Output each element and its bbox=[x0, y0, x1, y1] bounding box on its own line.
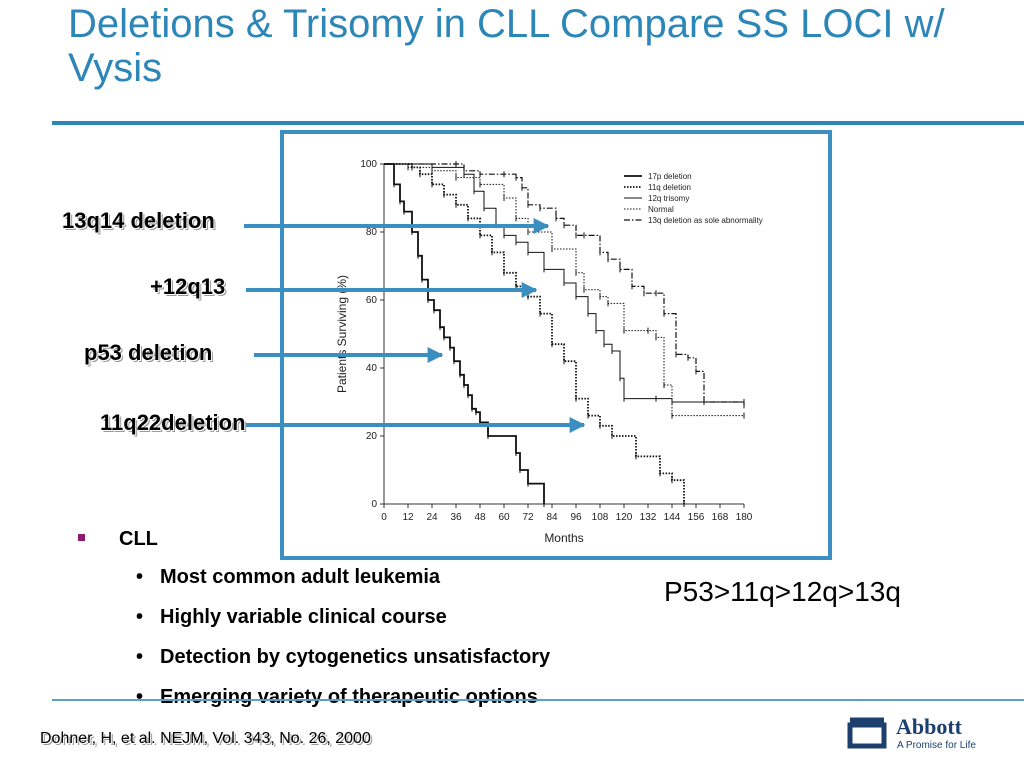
callout-12q13: +12q13 bbox=[150, 274, 226, 299]
x-tick-label: 0 bbox=[381, 512, 387, 523]
bullet-cll-label: CLL bbox=[119, 528, 158, 550]
sub-bullet-item: • Detection by cytogenetics unsatisfactor… bbox=[136, 644, 550, 684]
x-tick-label: 84 bbox=[546, 512, 558, 523]
legend-label: 13q deletion as sole abnormality bbox=[648, 216, 763, 225]
logo-tagline: A Promise for Life bbox=[897, 740, 976, 751]
sub-bullet-text: Most common adult leukemia bbox=[160, 566, 441, 588]
sub-bullet-item: • Highly variable clinical course bbox=[136, 604, 550, 644]
x-tick-label: 168 bbox=[712, 512, 729, 523]
sub-bullet-item: • Most common adult leukemia bbox=[136, 564, 550, 604]
legend-label: 11q deletion bbox=[648, 183, 691, 192]
callout-p53-deletion: p53 deletion bbox=[84, 340, 213, 365]
series-line-12q-trisomy bbox=[384, 163, 744, 403]
title-divider bbox=[52, 121, 1024, 125]
chart-frame: 0 12 24 36 48 60 72 84 96 108 120 132 144 156 168 180 0 2… bbox=[280, 130, 832, 560]
y-tick-label: 80 bbox=[366, 227, 378, 238]
x-axis-label: Months bbox=[544, 531, 583, 545]
x-tick-label: 24 bbox=[426, 512, 438, 523]
legend-label: Normal bbox=[648, 205, 674, 214]
callout-11q22-deletion: 11q22deletion bbox=[100, 410, 246, 435]
series-line-11q-deletion bbox=[384, 163, 685, 504]
x-tick-label: 36 bbox=[450, 512, 462, 523]
x-tick-label: 96 bbox=[570, 512, 582, 523]
y-tick-label: 0 bbox=[371, 499, 377, 510]
series-line-17p-deletion bbox=[384, 163, 545, 504]
y-tick-label: 40 bbox=[366, 363, 378, 374]
x-tick-label: 180 bbox=[736, 512, 753, 523]
dot-bullet-icon: • bbox=[136, 646, 144, 668]
bullet-cll: CLL bbox=[78, 528, 158, 551]
sub-bullet-list: • Most common adult leukemia • Highly vari… bbox=[136, 564, 550, 724]
x-tick-label: 144 bbox=[664, 512, 681, 523]
x-tick-label: 108 bbox=[592, 512, 609, 523]
citation: Dohner, H, et al. NEJM, Vol. 343, No. 26… bbox=[40, 730, 371, 747]
dot-bullet-icon: • bbox=[136, 606, 144, 628]
abbott-logo-icon bbox=[847, 717, 887, 749]
x-tick-label: 132 bbox=[640, 512, 657, 523]
sub-bullet-text: Detection by cytogenetics unsatisfactory bbox=[160, 646, 551, 668]
abbott-logo: Abbott A Promise for Life bbox=[846, 714, 996, 754]
square-bullet-icon bbox=[78, 534, 85, 541]
footer-divider bbox=[52, 699, 1024, 701]
survival-chart: 0 12 24 36 48 60 72 84 96 108 120 132 144 156 168 180 0 2… bbox=[335, 159, 763, 545]
y-tick-label: 20 bbox=[366, 431, 378, 442]
x-tick-label: 72 bbox=[522, 512, 534, 523]
x-tick-label: 12 bbox=[402, 512, 414, 523]
dot-bullet-icon: • bbox=[136, 686, 144, 708]
x-tick-label: 156 bbox=[688, 512, 705, 523]
sub-bullet-text: Highly variable clinical course bbox=[160, 606, 447, 628]
x-tick-label: 48 bbox=[474, 512, 486, 523]
callout-13q14-deletion: 13q14 deletion bbox=[62, 208, 215, 233]
y-tick-label: 100 bbox=[360, 159, 377, 170]
slide-title: Deletions & Trisomy in CLL Compare SS LO… bbox=[68, 2, 945, 90]
y-axis-label: Patients Surviving (%) bbox=[335, 275, 349, 393]
legend-label: 12q trisomy bbox=[648, 194, 689, 203]
x-tick-label: 60 bbox=[498, 512, 510, 523]
y-tick-label: 60 bbox=[366, 295, 378, 306]
dot-bullet-icon: • bbox=[136, 566, 144, 588]
legend-label: 17p deletion bbox=[648, 172, 692, 181]
x-tick-label: 120 bbox=[616, 512, 633, 523]
logo-wordmark: Abbott bbox=[896, 714, 963, 739]
axis-lines bbox=[383, 164, 744, 505]
sub-bullet-text: Emerging variety of therapeutic options bbox=[160, 686, 538, 708]
sub-bullet-item: • Emerging variety of therapeutic options bbox=[136, 684, 550, 724]
series-line-normal bbox=[384, 163, 744, 417]
prognosis-ranking: P53>11q>12q>13q bbox=[664, 576, 901, 607]
